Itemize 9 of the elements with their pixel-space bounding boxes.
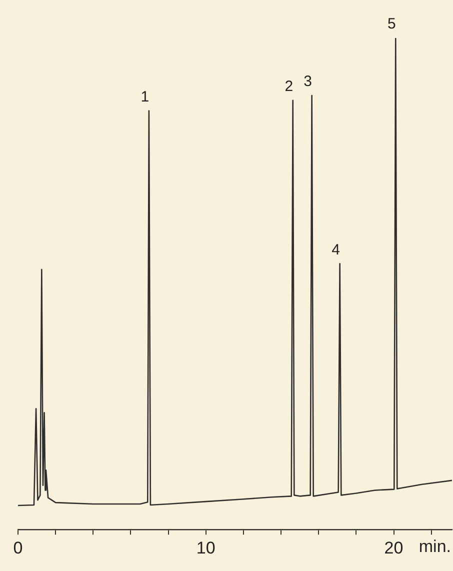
x-tick-label: 10 [196,538,216,558]
x-tick-label: 0 [13,538,23,558]
x-axis-title: min. [418,537,451,556]
annotation: 2 [284,78,294,96]
annotation: 4 [332,241,340,258]
annotation: 5 [387,16,396,33]
annotation: 3 [304,73,312,90]
annotation: 1 [140,88,150,106]
x-tick-label: 20 [384,538,404,558]
